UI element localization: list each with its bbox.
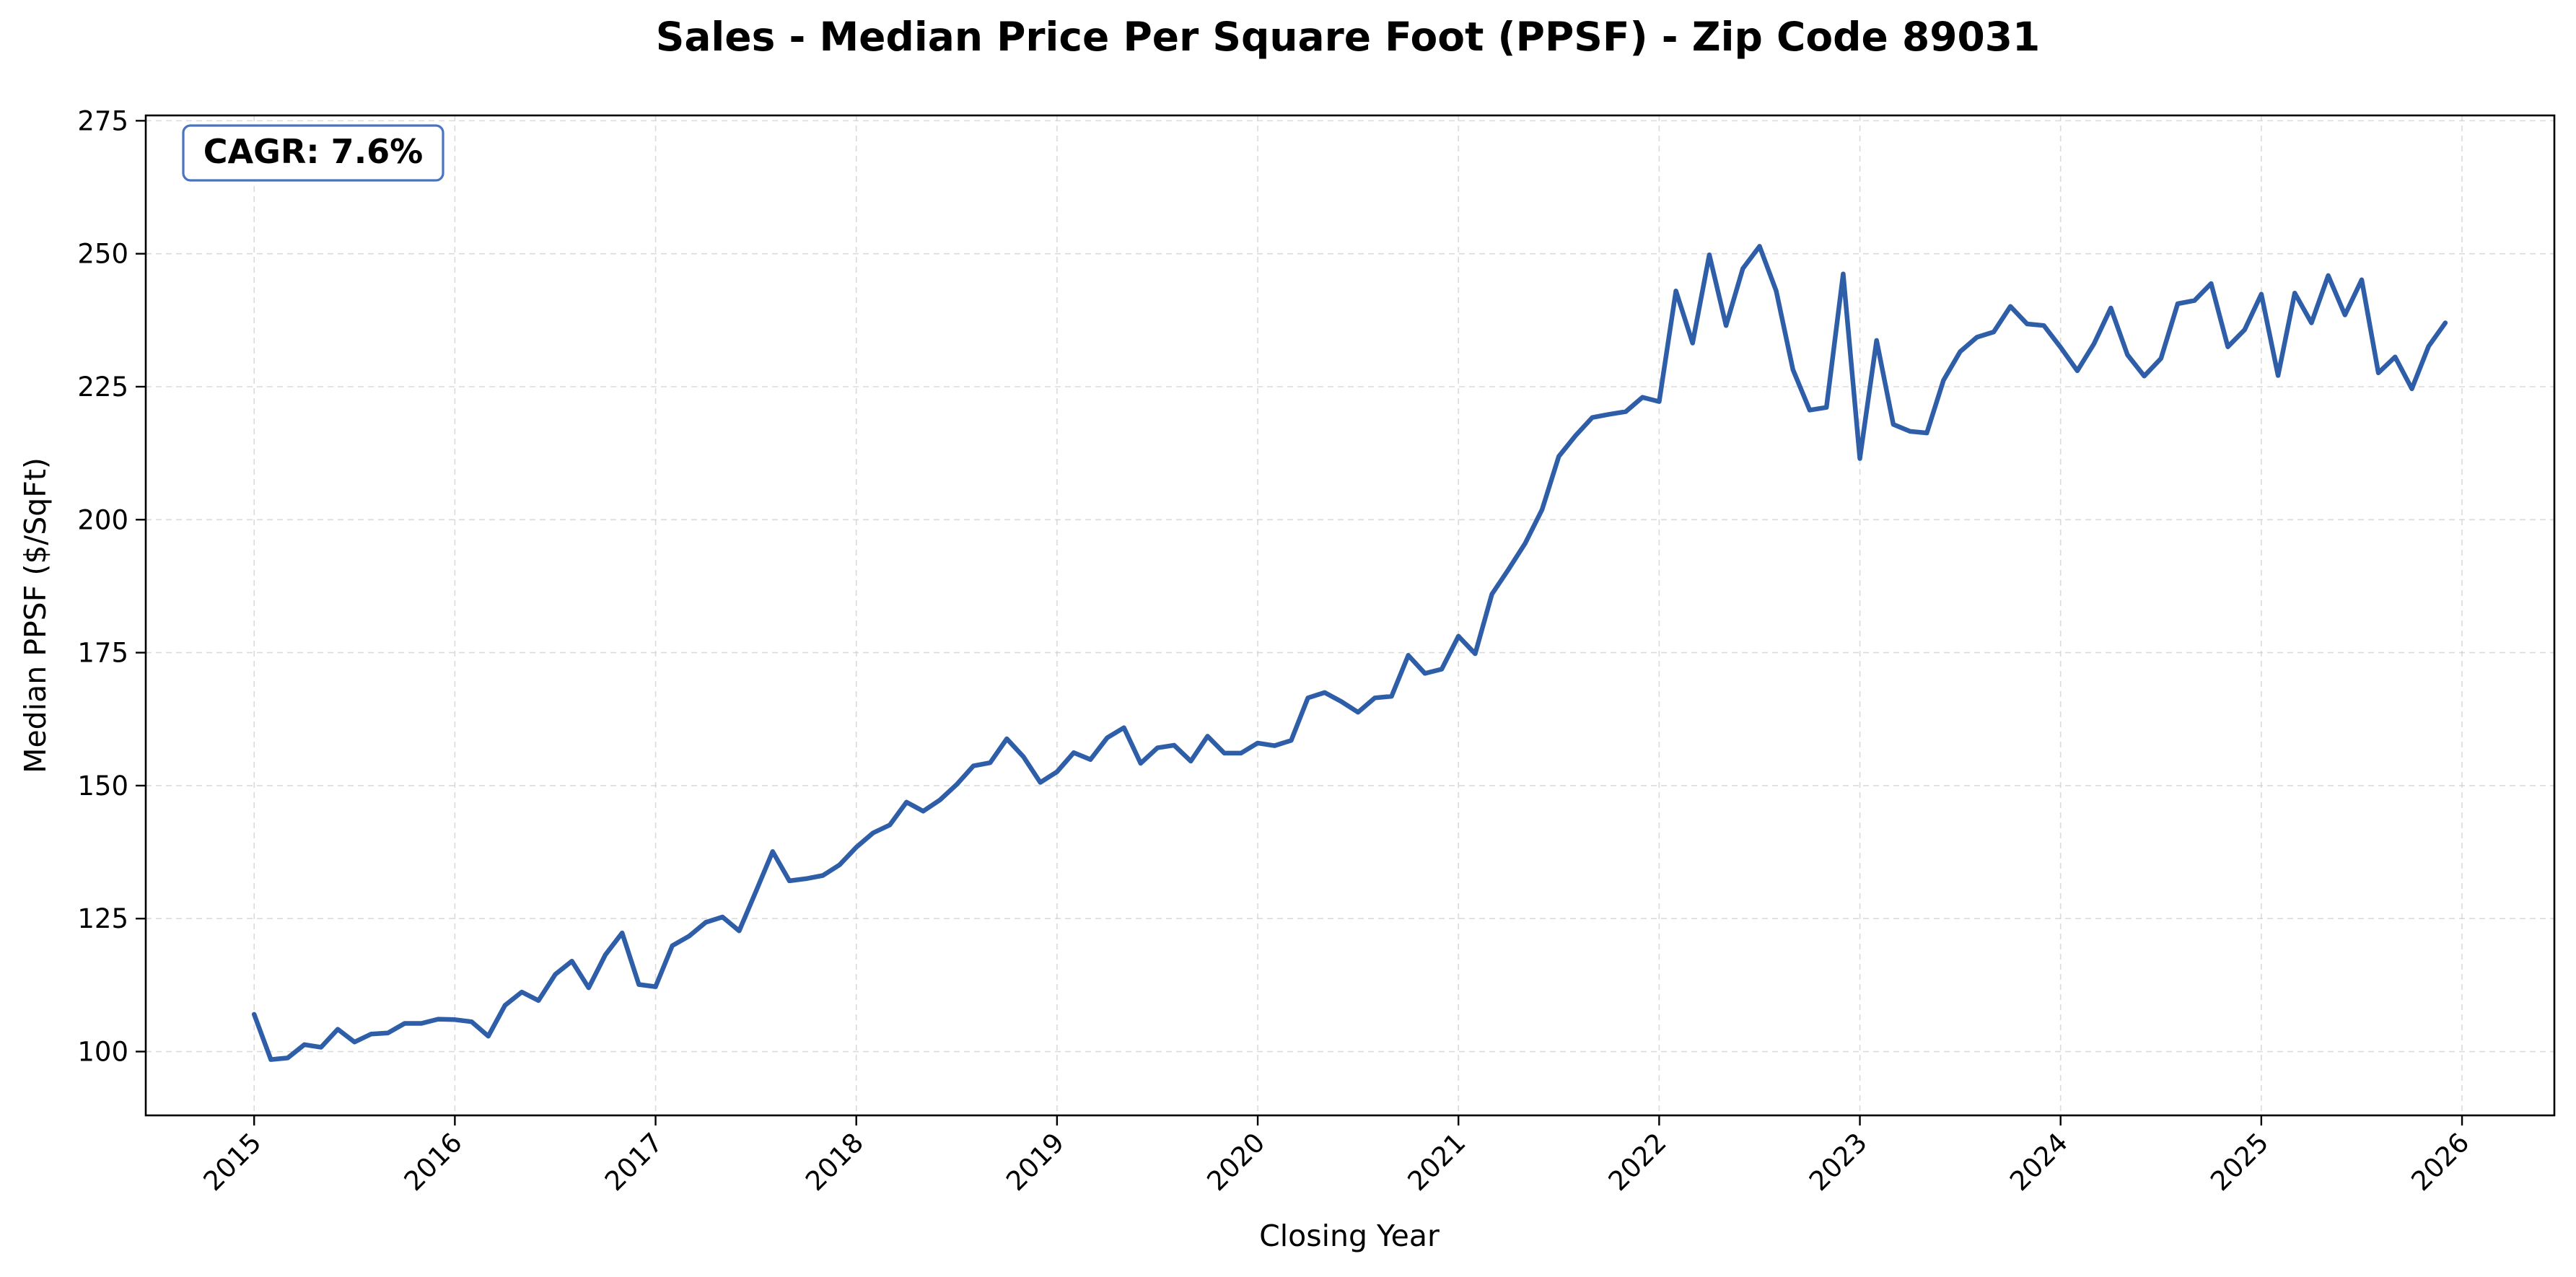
y-tick-label: 175: [77, 638, 128, 669]
cagr-annotation-text: CAGR: 7.6%: [203, 132, 424, 171]
y-tick-label: 100: [77, 1037, 128, 1068]
y-tick-label: 150: [77, 771, 128, 802]
cagr-annotation: CAGR: 7.6%: [182, 124, 444, 182]
series-line-median-ppsf: [251, 244, 2448, 1062]
plot-area-frame: [144, 114, 2556, 1117]
x-axis-label: Closing Year: [1259, 1219, 1440, 1253]
cagr-annotation-box: [182, 124, 444, 182]
y-axis-label: Median PPSF ($/SqFt): [18, 457, 53, 773]
y-tick-label: 250: [77, 239, 128, 270]
y-tick-label: 225: [77, 372, 128, 403]
y-tick-label: 275: [77, 105, 128, 136]
y-tick-label: 125: [77, 903, 128, 934]
grid: [146, 115, 2554, 1115]
y-tick-label: 200: [77, 504, 128, 535]
chart-title: Sales - Median Price Per Square Foot (PP…: [656, 14, 2041, 60]
